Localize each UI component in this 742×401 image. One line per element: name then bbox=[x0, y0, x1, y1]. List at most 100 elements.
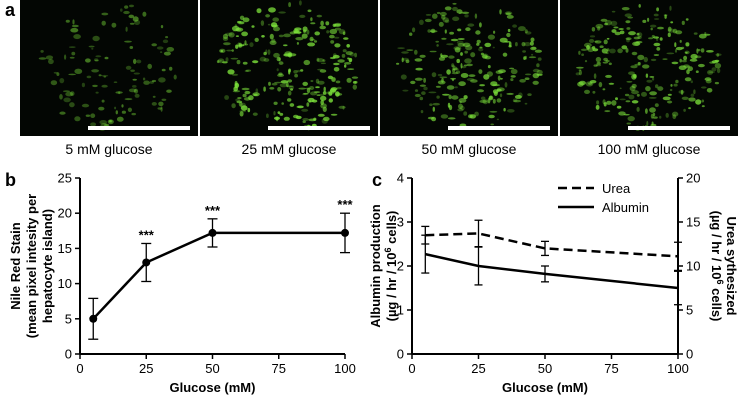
stain-blob bbox=[320, 103, 327, 109]
stain-blob bbox=[120, 8, 123, 12]
stain-blob bbox=[70, 27, 79, 33]
stain-blob bbox=[450, 38, 459, 42]
stain-blob bbox=[419, 96, 424, 101]
stain-blob bbox=[314, 31, 320, 36]
stain-blob bbox=[248, 95, 254, 101]
stain-blob bbox=[626, 27, 631, 30]
stain-blob bbox=[486, 71, 493, 77]
stain-blob bbox=[114, 106, 117, 110]
stain-blob bbox=[132, 16, 139, 22]
stain-blob bbox=[111, 22, 117, 28]
stain-blob bbox=[611, 10, 616, 13]
chart-albumin-urea: 0 1 2 3 4 0 5 10 15 20 0 25 50 75 100 Glucose (mM) Album… bbox=[370, 171, 739, 396]
legend-label-albumin: Albumin bbox=[602, 200, 649, 215]
stain-blob bbox=[458, 103, 463, 109]
stain-blob bbox=[685, 18, 689, 21]
stain-blob bbox=[604, 22, 608, 26]
stain-blob bbox=[235, 35, 239, 37]
stain-blob bbox=[700, 48, 705, 53]
stain-blob bbox=[121, 104, 124, 108]
stain-blob bbox=[474, 13, 478, 19]
stain-blob bbox=[465, 45, 473, 51]
stain-blob bbox=[306, 102, 310, 107]
stain-blob bbox=[664, 14, 667, 19]
stain-blob bbox=[274, 81, 282, 84]
stain-blob bbox=[244, 70, 249, 72]
stain-blob bbox=[706, 88, 713, 93]
stain-blob bbox=[496, 118, 500, 121]
stain-blob bbox=[460, 73, 469, 78]
stain-blob bbox=[277, 111, 281, 114]
stain-blob bbox=[439, 76, 448, 79]
stain-blob bbox=[496, 98, 502, 103]
stain-blob bbox=[464, 58, 472, 64]
stain-blob bbox=[694, 55, 702, 59]
stain-blob bbox=[522, 50, 526, 53]
y-tick-label: 25 bbox=[58, 171, 72, 186]
stain-blob bbox=[638, 4, 641, 8]
stain-blob bbox=[457, 28, 462, 32]
stain-blob bbox=[698, 33, 707, 39]
stain-blob bbox=[274, 116, 280, 121]
stain-blob bbox=[85, 58, 91, 63]
stain-blob bbox=[602, 61, 609, 64]
scale-bar bbox=[448, 126, 550, 130]
stain-blob bbox=[346, 77, 352, 83]
stain-blob bbox=[231, 103, 236, 109]
stain-blob bbox=[670, 21, 674, 24]
stain-blob bbox=[173, 74, 177, 80]
stain-blob bbox=[420, 110, 424, 114]
stain-blob bbox=[498, 69, 506, 73]
stain-blob bbox=[94, 59, 99, 62]
stain-blob bbox=[232, 29, 237, 32]
stain-blob bbox=[142, 11, 147, 17]
stain-blob bbox=[237, 97, 242, 99]
stain-blob bbox=[160, 25, 164, 29]
stain-blob bbox=[271, 38, 276, 43]
stain-blob bbox=[584, 89, 590, 94]
stain-blob bbox=[671, 61, 679, 65]
stain-blob bbox=[643, 56, 648, 63]
stain-blob bbox=[652, 77, 655, 81]
stain-blob bbox=[462, 42, 471, 47]
stain-blob bbox=[465, 27, 471, 32]
stain-blob bbox=[529, 41, 534, 46]
stain-blob bbox=[94, 58, 99, 62]
stain-blob bbox=[435, 40, 439, 43]
stain-blob bbox=[616, 105, 622, 109]
stain-blob bbox=[53, 71, 58, 74]
stain-blob bbox=[518, 26, 526, 32]
stain-blob bbox=[348, 57, 353, 63]
stain-blob bbox=[452, 68, 459, 71]
stain-blob bbox=[315, 78, 320, 84]
stain-blob bbox=[124, 98, 133, 101]
stain-blob bbox=[287, 98, 292, 102]
y-tick-label: 2 bbox=[397, 259, 404, 274]
stain-blob bbox=[695, 99, 702, 105]
stain-blob bbox=[71, 51, 76, 56]
stain-blob bbox=[634, 63, 641, 66]
stain-blob bbox=[234, 24, 238, 28]
stain-blob bbox=[128, 14, 135, 19]
stain-blob bbox=[714, 81, 719, 85]
stain-blob bbox=[352, 84, 357, 90]
stain-blob bbox=[157, 107, 162, 110]
stain-blob bbox=[605, 74, 612, 78]
stain-blob bbox=[227, 69, 235, 75]
stain-blob bbox=[303, 59, 311, 66]
stain-blob bbox=[510, 68, 518, 75]
stain-blob bbox=[510, 78, 514, 82]
stain-blob bbox=[653, 13, 659, 17]
stain-blob bbox=[334, 36, 340, 39]
data-point bbox=[341, 228, 349, 237]
stain-blob bbox=[158, 77, 166, 83]
stain-blob bbox=[267, 49, 271, 55]
stain-blob bbox=[492, 98, 496, 104]
stain-blob bbox=[279, 83, 288, 88]
x-tick-label: 50 bbox=[205, 361, 219, 376]
data-point bbox=[142, 258, 151, 267]
stain-blob bbox=[309, 36, 314, 42]
stain-blob bbox=[429, 50, 437, 53]
stain-blob bbox=[468, 74, 476, 77]
stain-blob bbox=[531, 53, 534, 56]
